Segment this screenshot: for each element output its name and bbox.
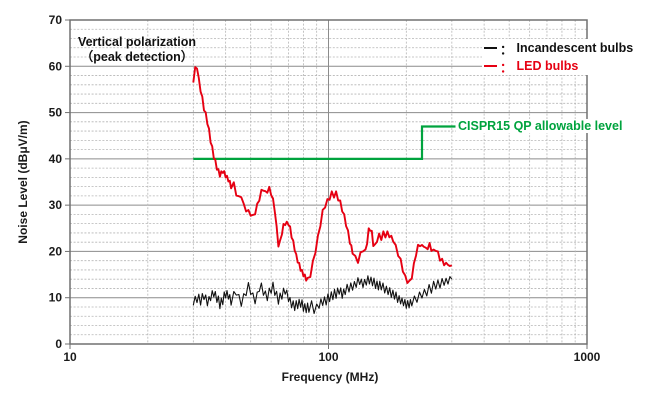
legend: ： Incandescent bulbs ： LED bulbs [482, 39, 636, 75]
annotation-line2: （peak detection） [80, 50, 194, 64]
series-led-bulbs [192, 66, 453, 284]
plot-annotation: Vertical polarization （peak detection） [68, 35, 206, 65]
y-axis-title: Noise Level (dBμV/m) [16, 120, 30, 243]
series-incandescent-bulbs [192, 275, 453, 315]
led-line-swatch [484, 64, 497, 68]
y-tick-label-70: 70 [49, 13, 63, 27]
x-tick-label-100: 100 [318, 350, 338, 364]
y-tick-label-20: 20 [49, 244, 63, 258]
y-tick-label-0: 0 [55, 337, 62, 351]
grid [70, 20, 587, 344]
y-tick-label-50: 50 [49, 106, 63, 120]
legend-label-incandescent: Incandescent bulbs [516, 41, 634, 55]
y-tick-label-40: 40 [49, 152, 63, 166]
annotation-line1: Vertical polarization [77, 35, 197, 49]
y-tick-label-30: 30 [49, 198, 63, 212]
legend-label-led: LED bulbs [516, 59, 579, 73]
legend-item-led: ： LED bulbs [482, 57, 636, 75]
legend-separator: ： [500, 42, 513, 57]
x-tick-label-10: 10 [63, 350, 77, 364]
legend-item-incandescent: ： Incandescent bulbs [482, 39, 636, 57]
incandescent-line-swatch [484, 46, 497, 50]
x-axis-title: Frequency (MHz) [282, 370, 379, 384]
y-tick-label-10: 10 [49, 291, 63, 305]
series-lines [192, 66, 456, 315]
legend-separator: ： [500, 60, 513, 75]
cispr15-limit-label: CISPR15 QP allowable level [456, 119, 625, 133]
y-tick-label-60: 60 [49, 59, 63, 73]
plot-frame [69, 19, 588, 345]
cispr15-limit-line [193, 125, 456, 160]
x-tick-label-1000: 1000 [574, 350, 601, 364]
